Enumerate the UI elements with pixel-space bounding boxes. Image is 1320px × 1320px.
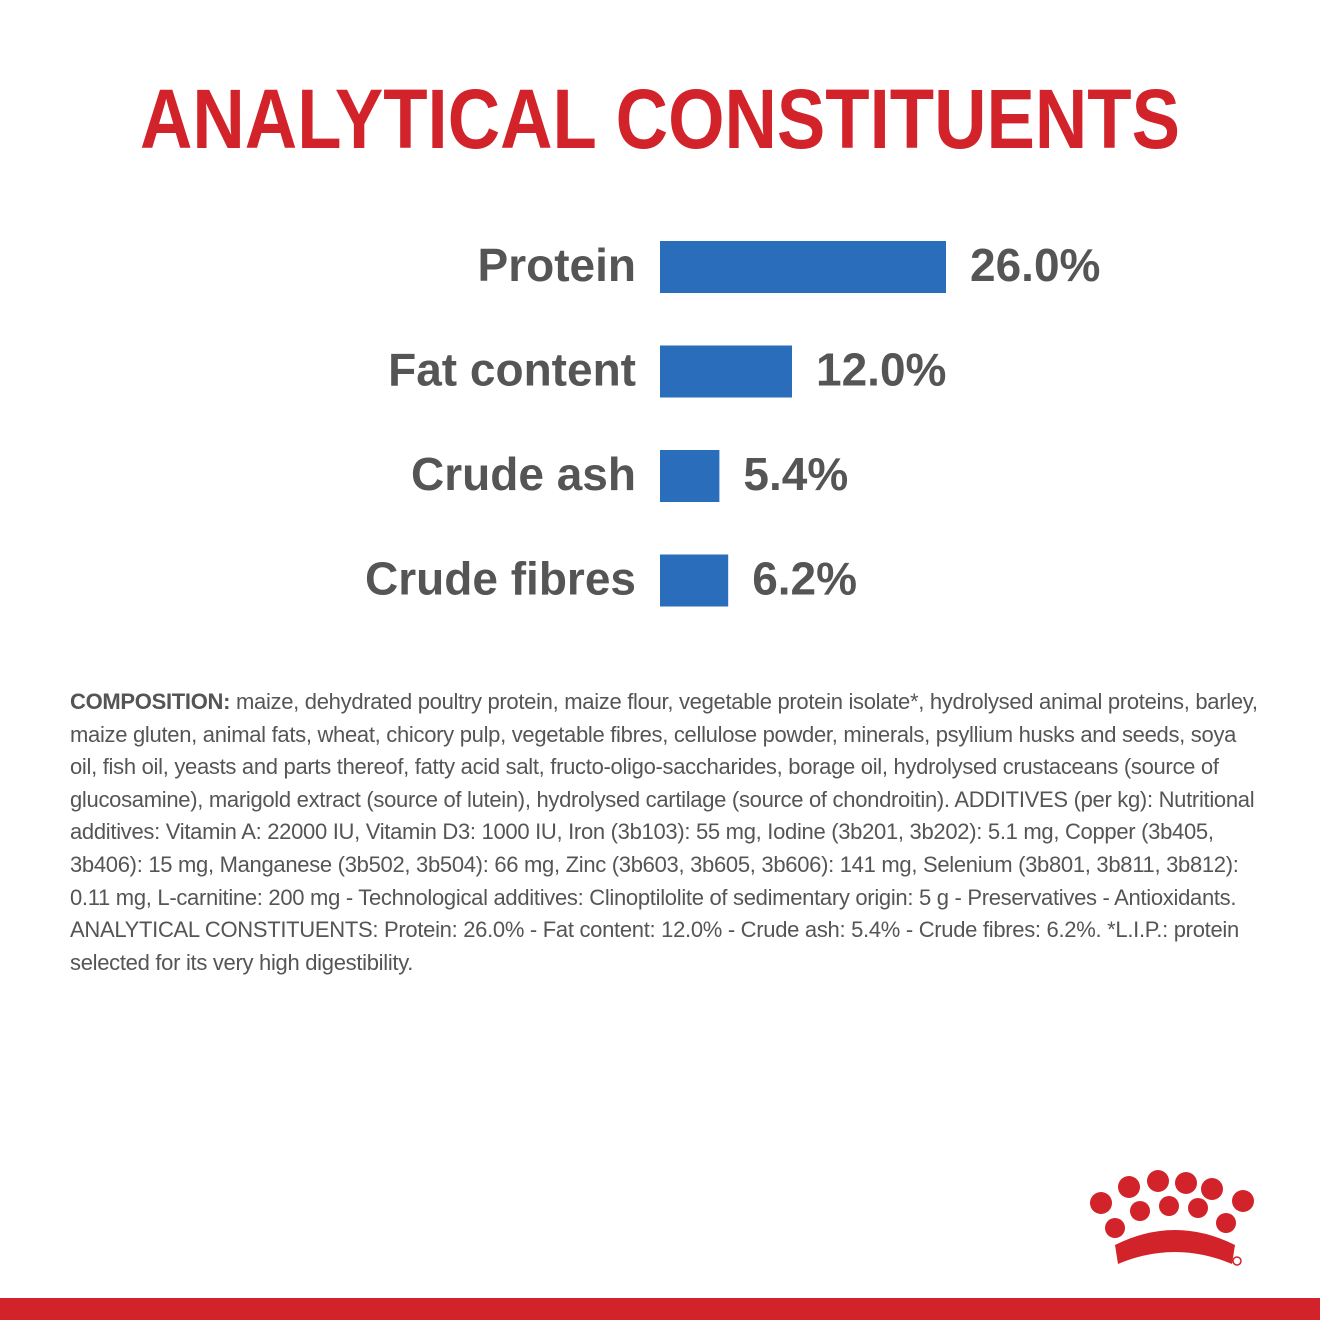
bar [660,241,946,293]
category-label: Protein [478,239,636,291]
value-label: 5.4% [743,448,848,500]
category-label: Crude fibres [365,553,636,605]
bar [660,345,792,398]
value-label: 6.2% [752,553,857,605]
category-label: Fat content [388,344,636,396]
composition-label: COMPOSITION: [70,689,231,714]
logo [1090,1170,1254,1266]
value-label: 26.0% [970,239,1100,291]
category-label: Crude ash [411,448,636,500]
value-label: 12.0% [816,344,946,396]
bar [660,450,720,502]
composition: COMPOSITION: maize, dehydrated poultry p… [70,686,1260,979]
chart-title: ANALYTICAL CONSTITUENTS [140,72,1180,166]
bar [660,554,729,607]
composition-text: maize, dehydrated poultry protein, maize… [70,689,1258,975]
footer-bar [0,1298,1320,1320]
